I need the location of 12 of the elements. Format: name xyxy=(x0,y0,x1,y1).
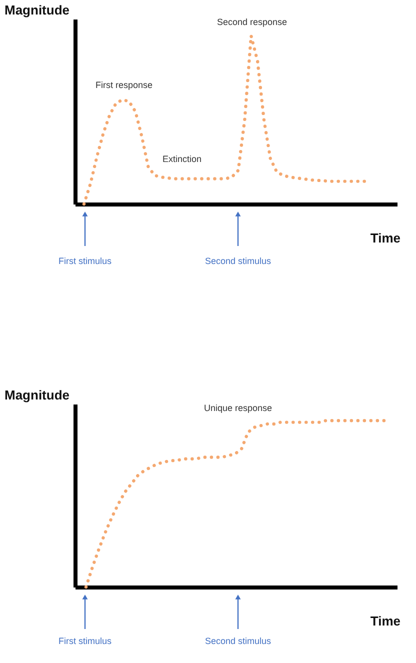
text: Unique response xyxy=(204,403,272,413)
annotation: First response xyxy=(95,80,153,90)
annotation: Extinction xyxy=(162,154,202,164)
y-axis-title: Magnitude xyxy=(4,388,70,402)
x-axis-title: Time xyxy=(370,614,400,628)
text: Second stimulus xyxy=(204,636,272,646)
text: First stimulus xyxy=(58,636,112,646)
text: Second response xyxy=(216,17,288,27)
text: Second stimulus xyxy=(204,256,272,266)
x-axis-title: Time xyxy=(370,230,400,246)
y-axis-title: Magnitude xyxy=(4,2,70,18)
text: First stimulus xyxy=(58,256,112,266)
